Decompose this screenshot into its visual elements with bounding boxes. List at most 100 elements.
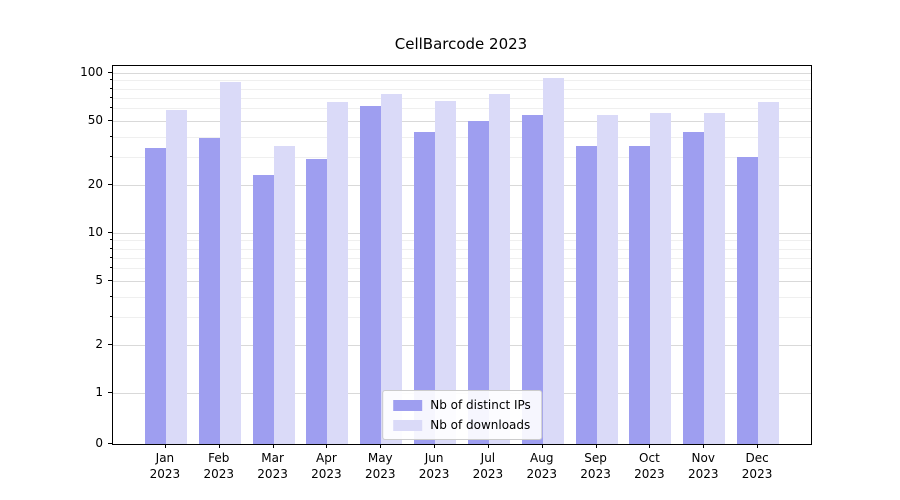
y-axis-minor-tick: [110, 87, 112, 89]
bar-distinct-ips: [737, 156, 759, 444]
y-axis-tick: [108, 392, 112, 393]
y-tick-label: 10: [87, 225, 103, 239]
x-tick-label: Dec 2023: [741, 451, 773, 481]
legend-label-distinct-ips: Nb of distinct IPs: [430, 398, 531, 412]
y-tick-label: 50: [87, 113, 103, 128]
bar-distinct-ips: [467, 121, 489, 444]
bar-distinct-ips: [252, 175, 274, 444]
legend: Nb of distinct IPs Nb of downloads: [382, 390, 542, 440]
grid-line-minor: [113, 80, 811, 82]
bar-distinct-ips: [144, 147, 166, 444]
grid-line-minor: [113, 257, 811, 259]
y-tick-label: 5: [95, 273, 103, 288]
y-axis-minor-tick: [110, 239, 112, 241]
x-axis-tick: [487, 444, 489, 448]
bar-distinct-ips: [683, 131, 705, 444]
x-tick-label: Sep 2023: [580, 451, 611, 481]
plot-area: Nb of distinct IPs Nb of downloads: [112, 65, 812, 445]
y-tick-label: 1: [95, 385, 103, 399]
grid-line-major: [113, 184, 811, 186]
bar-downloads: [273, 145, 295, 444]
grid-line-minor: [113, 136, 811, 138]
bar-downloads: [381, 93, 403, 444]
y-tick-label: 2: [95, 336, 103, 351]
bar-distinct-ips: [198, 138, 220, 444]
grid-line-major: [113, 121, 811, 123]
x-tick-label: Mar 2023: [257, 451, 288, 481]
x-tick-label: Jul 2023: [472, 451, 504, 481]
x-axis-tick: [541, 444, 543, 448]
legend-swatch-downloads: [393, 419, 423, 431]
bar-distinct-ips: [629, 145, 651, 444]
y-axis-minor-tick: [110, 107, 112, 109]
y-tick-label: 100: [80, 65, 103, 79]
bar-distinct-ips: [575, 145, 597, 444]
x-axis-tick: [757, 444, 759, 448]
bar-downloads: [704, 113, 726, 444]
y-tick-label: 0: [95, 436, 103, 450]
bar-downloads: [327, 101, 349, 444]
y-axis-tick: [108, 120, 112, 122]
y-axis-minor-tick: [110, 315, 112, 317]
y-axis-tick: [108, 280, 112, 282]
y-axis-tick: [108, 72, 112, 73]
grid-line-minor: [113, 156, 811, 158]
bar-downloads: [596, 114, 618, 444]
y-axis-minor-tick: [110, 155, 112, 157]
y-axis-minor-tick: [110, 247, 112, 249]
grid-line-major: [113, 233, 811, 234]
bar-downloads: [435, 100, 457, 444]
x-tick-label: Jun 2023: [418, 451, 450, 481]
y-axis-minor-tick: [110, 295, 112, 297]
grid-line-major: [113, 73, 811, 74]
legend-item-distinct-ips: Nb of distinct IPs: [393, 398, 531, 412]
y-tick-label: 20: [87, 176, 103, 191]
x-axis-tick: [380, 444, 382, 448]
x-axis-tick: [703, 444, 705, 448]
x-axis-tick: [218, 444, 220, 448]
bar-distinct-ips: [306, 159, 328, 444]
grid-line-minor: [113, 316, 811, 318]
bar-downloads: [488, 93, 510, 444]
bar-downloads: [758, 101, 780, 444]
grid-line-minor: [113, 97, 811, 99]
grid-line-minor: [113, 248, 811, 250]
y-axis-tick: [108, 343, 112, 345]
x-tick-label: Aug 2023: [526, 451, 558, 481]
chart-title: CellBarcode 2023: [394, 35, 528, 53]
grid-line-major: [113, 281, 811, 283]
legend-label-downloads: Nb of downloads: [430, 418, 531, 432]
y-axis-minor-tick: [110, 267, 112, 269]
x-axis-tick: [164, 444, 166, 448]
bar-distinct-ips: [414, 131, 436, 444]
bar-downloads: [165, 109, 187, 444]
x-tick-label: Jan 2023: [149, 451, 181, 481]
y-axis-tick: [108, 232, 112, 233]
legend-swatch-distinct-ips: [393, 399, 423, 411]
grid-line-minor: [113, 296, 811, 298]
grid-line-minor: [113, 240, 811, 242]
x-axis-tick: [595, 444, 597, 448]
legend-item-downloads: Nb of downloads: [393, 418, 531, 432]
bar-downloads: [650, 113, 672, 444]
bar-distinct-ips: [360, 106, 382, 444]
y-axis-tick: [108, 183, 112, 185]
grid-line-major: [113, 344, 811, 346]
bar-downloads: [542, 78, 564, 444]
y-axis-minor-tick: [110, 96, 112, 98]
grid-line-minor: [113, 88, 811, 90]
y-axis-minor-tick: [110, 256, 112, 258]
grid-line-minor: [113, 108, 811, 110]
bar-distinct-ips: [521, 114, 543, 444]
x-axis-tick: [434, 444, 436, 448]
bar-downloads: [219, 81, 241, 444]
x-tick-label: Nov 2023: [687, 451, 719, 481]
x-tick-label: Apr 2023: [311, 451, 342, 481]
x-tick-label: Feb 2023: [203, 451, 235, 481]
x-axis-tick: [272, 444, 274, 448]
y-axis-minor-tick: [110, 135, 112, 137]
x-axis-tick: [326, 444, 328, 448]
x-axis-tick: [649, 444, 651, 448]
grid-line-minor: [113, 268, 811, 270]
